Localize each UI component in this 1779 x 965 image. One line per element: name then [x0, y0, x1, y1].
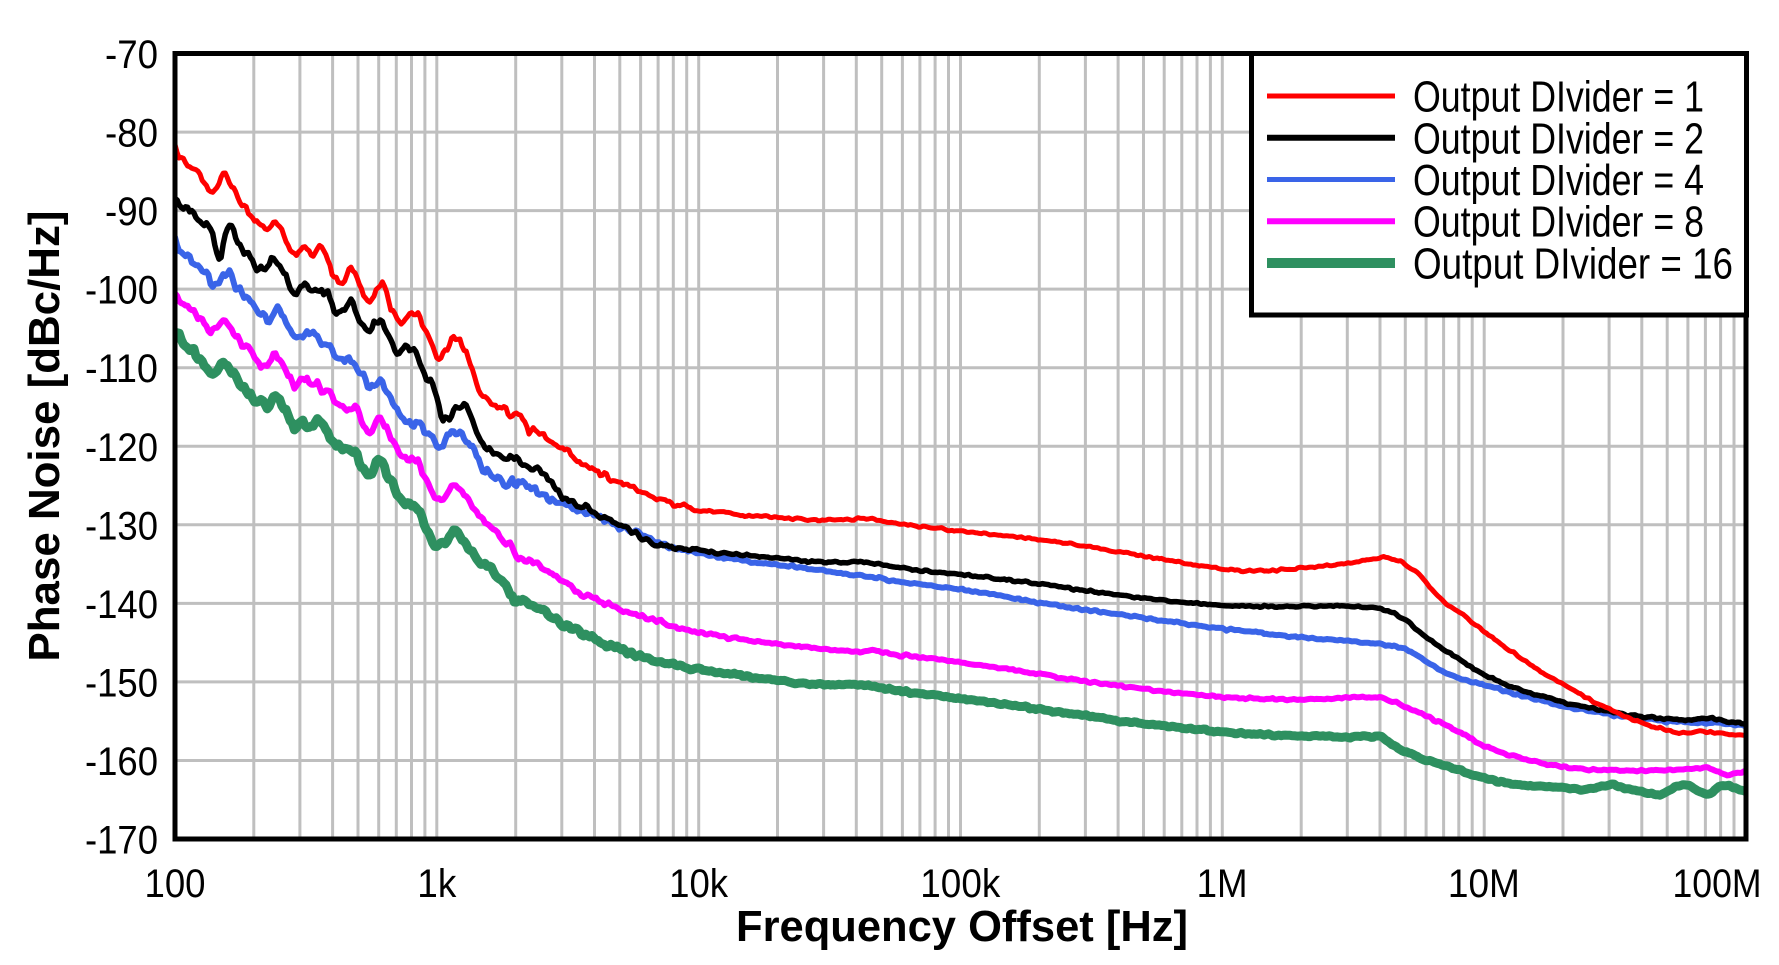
- svg-text:10M: 10M: [1448, 862, 1520, 906]
- svg-text:10k: 10k: [669, 862, 729, 906]
- svg-text:-170: -170: [85, 819, 158, 863]
- svg-text:Output DIvider = 4: Output DIvider = 4: [1413, 156, 1704, 205]
- svg-text:-150: -150: [85, 661, 158, 705]
- svg-text:Output DIvider = 2: Output DIvider = 2: [1413, 114, 1704, 163]
- svg-text:-100: -100: [85, 269, 158, 313]
- svg-text:100: 100: [145, 862, 206, 906]
- svg-text:Phase Noise [dBc/Hz]: Phase Noise [dBc/Hz]: [20, 211, 69, 662]
- svg-text:Frequency Offset [Hz]: Frequency Offset [Hz]: [736, 902, 1188, 951]
- svg-text:-140: -140: [85, 583, 158, 627]
- svg-text:-130: -130: [85, 504, 158, 548]
- svg-text:Output DIvider = 8: Output DIvider = 8: [1413, 198, 1704, 247]
- svg-text:-160: -160: [85, 740, 158, 784]
- svg-text:1M: 1M: [1197, 862, 1248, 906]
- svg-text:1k: 1k: [417, 862, 457, 906]
- svg-text:-70: -70: [105, 33, 158, 77]
- svg-text:Output DIvider = 1: Output DIvider = 1: [1413, 73, 1704, 122]
- svg-text:-110: -110: [85, 347, 158, 391]
- svg-text:100M: 100M: [1673, 862, 1762, 906]
- svg-text:-80: -80: [105, 112, 158, 156]
- svg-text:-90: -90: [105, 190, 158, 234]
- svg-text:100k: 100k: [920, 862, 1001, 906]
- svg-text:Output DIvider = 16: Output DIvider = 16: [1413, 240, 1733, 289]
- svg-text:-120: -120: [85, 426, 158, 470]
